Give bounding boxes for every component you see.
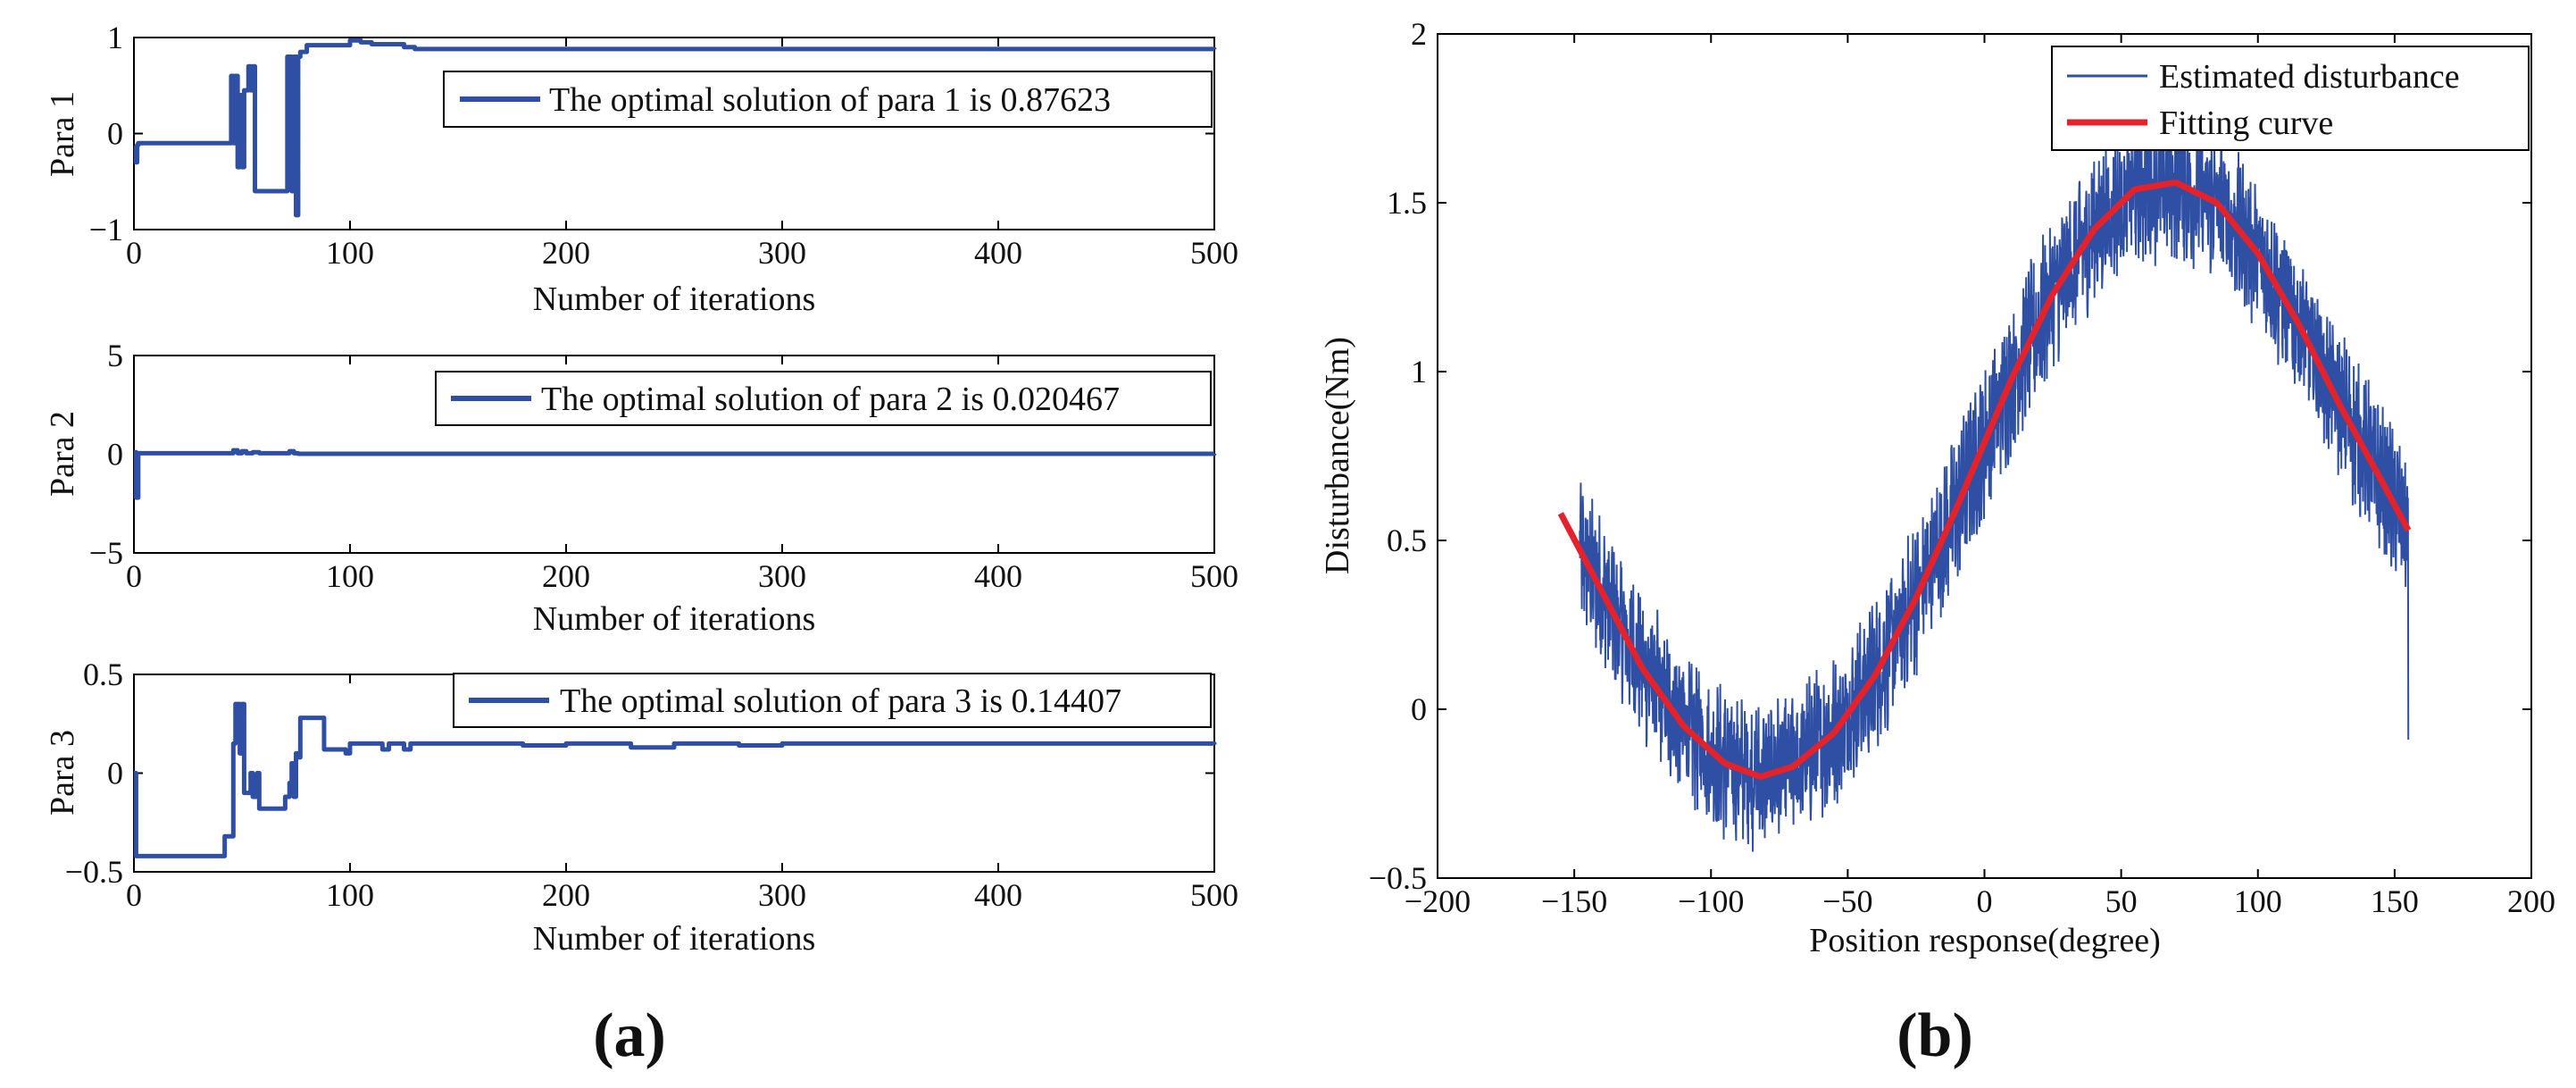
- x-tick-label: 400: [974, 558, 1022, 594]
- panel-label-a: (a): [593, 1001, 666, 1070]
- series-line-estimated-disturbance: [1579, 106, 2410, 852]
- series-lines: [133, 701, 1217, 858]
- legend-label-fit: Fitting curve: [2159, 105, 2333, 142]
- y-tick-label: 0: [1411, 691, 1427, 727]
- y-axis-label: Para 3: [44, 730, 81, 816]
- x-tick-label: 300: [758, 877, 806, 913]
- x-axis-label: Number of iterations: [533, 280, 816, 318]
- y-tick-label: −0.5: [65, 854, 123, 890]
- series-line-fitting-curve: [1557, 180, 2412, 780]
- legend: The optimal solution of para 3 is 0.1440…: [453, 673, 1212, 728]
- x-tick-label: −150: [1541, 883, 1607, 919]
- x-tick-label: 50: [2105, 883, 2138, 919]
- x-tick-label: 200: [2507, 883, 2555, 919]
- x-ticks: 0 100 200 300 400 500: [126, 356, 1238, 594]
- y-axis-label: Para 2: [44, 411, 81, 497]
- y-axis-label: Disturbance(Nm): [1319, 337, 1356, 574]
- x-ticks: 0 100 200 300 400 500: [126, 38, 1238, 271]
- x-tick-label: 500: [1190, 558, 1238, 594]
- series-lines: [133, 448, 1217, 500]
- y-tick-label: −0.5: [1369, 860, 1427, 896]
- legend: The optimal solution of para 2 is 0.0204…: [435, 371, 1212, 426]
- x-tick-label: 300: [758, 558, 806, 594]
- y-tick-label: 1: [107, 20, 123, 55]
- x-tick-label: 0: [126, 235, 142, 271]
- y-ticks: −0.5 0 0.5 1 1.5 2: [1369, 16, 2531, 896]
- y-tick-label: 0: [107, 116, 123, 152]
- legend-box: [435, 371, 1212, 426]
- x-tick-label: −200: [1405, 883, 1471, 919]
- y-ticks: −1 0 1: [89, 20, 1214, 247]
- subplot-para3: 0 100 200 300 400 500 −0.500.5 Number of iter…: [44, 657, 1238, 958]
- subplot-para2: 0 100 200 300 400 500 −505 Number of iteratio…: [44, 338, 1238, 638]
- x-tick-label: 100: [326, 558, 374, 594]
- y-tick-label: 0: [107, 756, 123, 791]
- x-axis-label: Number of iterations: [533, 920, 816, 958]
- x-tick-label: 500: [1190, 877, 1238, 913]
- x-axis-label: Number of iterations: [533, 600, 816, 638]
- legend-label: The optimal solution of para 1 is 0.8762…: [549, 81, 1111, 119]
- x-tick-label: 200: [542, 235, 590, 271]
- x-tick-label: 0: [126, 558, 142, 594]
- series-line-para1: [133, 38, 1217, 218]
- legend-box: [443, 71, 1213, 128]
- legend: Estimated disturbance Fitting curve: [2051, 46, 2530, 151]
- legend-box: [2051, 46, 2530, 151]
- y-tick-label: 5: [107, 338, 123, 373]
- x-tick-label: 100: [326, 877, 374, 913]
- x-tick-label: 200: [542, 558, 590, 594]
- x-ticks: 0 100 200 300 400 500: [126, 674, 1238, 913]
- series-line-para3: [133, 701, 1217, 858]
- y-tick-label: 1: [1411, 354, 1427, 389]
- x-tick-label: 400: [974, 877, 1022, 913]
- panel-label-b: (b): [1897, 1001, 1973, 1070]
- x-tick-label: 300: [758, 235, 806, 271]
- x-ticks: −200 −150 −100 −50 0 50 100 150 200: [1405, 34, 2555, 919]
- y-ticks: −0.5 0 0.5: [65, 657, 1214, 890]
- y-tick-label: 0.5: [83, 657, 123, 692]
- y-tick-label: 0: [107, 437, 123, 473]
- x-tick-label: 200: [542, 877, 590, 913]
- x-tick-label: 0: [126, 877, 142, 913]
- x-tick-label: −100: [1678, 883, 1744, 919]
- subplot-disturbance: −200 −150 −100 −50 0 50 100 150 200 −0.5 0 0.5 1 1.5…: [1319, 16, 2555, 959]
- y-tick-label: 2: [1411, 16, 1427, 52]
- series-line-para2: [133, 448, 1217, 500]
- y-axis-label: Para 1: [44, 91, 81, 177]
- legend-box: [453, 673, 1212, 728]
- x-tick-label: 100: [2234, 883, 2282, 919]
- legend-label: The optimal solution of para 2 is 0.0204…: [541, 381, 1120, 418]
- y-tick-label: −1: [89, 212, 123, 247]
- y-tick-label: −5: [89, 535, 123, 571]
- y-ticks: −5 0 5: [89, 338, 1214, 571]
- legend-label: The optimal solution of para 3 is 0.1440…: [560, 682, 1121, 720]
- x-tick-label: 500: [1190, 235, 1238, 271]
- x-tick-label: 0: [1977, 883, 1993, 919]
- legend: The optimal solution of para 1 is 0.8762…: [443, 71, 1213, 128]
- x-tick-label: 150: [2371, 883, 2419, 919]
- series-lines: [1557, 106, 2412, 852]
- y-tick-label: 0.5: [1387, 523, 1427, 558]
- x-tick-label: 400: [974, 235, 1022, 271]
- series-lines: [133, 38, 1217, 218]
- legend-label-estimated: Estimated disturbance: [2159, 58, 2460, 96]
- x-tick-label: −50: [1822, 883, 1872, 919]
- subplot-para1: 0 100 200 300 400 500 −101 Number of iteratio…: [44, 20, 1238, 318]
- x-tick-label: 100: [326, 235, 374, 271]
- x-axis-label: Position response(degree): [1809, 922, 2161, 959]
- y-tick-label: 1.5: [1387, 185, 1427, 221]
